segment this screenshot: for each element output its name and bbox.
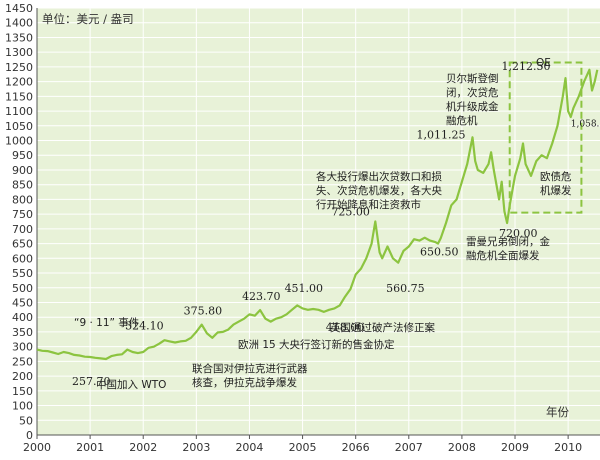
y-tick-label: 50	[19, 414, 33, 427]
annotation-line: 闭，次贷危	[446, 86, 499, 99]
point-value-label: 257.70	[72, 375, 111, 388]
annotation-line: 雷曼兄弟倒闭，金	[466, 235, 550, 248]
annotation-line: 各大投行爆出次贷数口和损	[316, 170, 442, 183]
annotation-line: 行开始降息和注资救市	[316, 198, 421, 211]
y-tick-label: 800	[12, 193, 33, 206]
y-tick-label: 750	[12, 208, 33, 221]
annotation-line: 融危机	[446, 114, 478, 127]
point-value-label: 418.00	[326, 321, 365, 334]
grid	[36, 7, 600, 436]
annotation-line: 核查，伊拉克战争爆发	[192, 376, 297, 389]
x-tick-label: 2005	[289, 441, 317, 454]
y-tick-label: 300	[12, 341, 33, 354]
y-tick-label: 350	[12, 326, 33, 339]
x-tick-label: 2004	[235, 441, 263, 454]
annotation-line: 贝尔斯登倒	[446, 72, 499, 85]
point-value-label: 1,212.50	[501, 60, 550, 73]
annotation-line: 欧洲 15 大央行签订新的售金协定	[238, 338, 395, 351]
y-tick-label: 900	[12, 164, 33, 177]
y-tick-label: 450	[12, 296, 33, 309]
point-labels: 257.70 324.10 375.80 423.70 451.00 418.00 725.…	[72, 60, 600, 388]
y-tick-label: 100	[12, 400, 33, 413]
y-tick-label: 1000	[5, 135, 33, 148]
x-tick-label: 2002	[129, 441, 157, 454]
annotation-line: “9 · 11” 事件	[74, 316, 139, 329]
y-tick-label: 1250	[5, 61, 33, 74]
y-tick-label: 150	[12, 385, 33, 398]
point-value-label: 375.80	[184, 304, 223, 317]
y-tick-label: 850	[12, 179, 33, 192]
y-tick-label: 550	[12, 267, 33, 280]
y-axis-unit-label: 单位：美元 / 盎司	[42, 12, 134, 26]
series-line	[36, 68, 599, 361]
y-tick-label: 1450	[5, 2, 33, 15]
x-axis-label: 年份	[546, 405, 569, 419]
axes	[36, 8, 600, 439]
x-tick-label: 2066	[342, 441, 370, 454]
x-tick-label: 2000	[23, 441, 51, 454]
y-tick-label: 1150	[5, 90, 33, 103]
annotation-line: 机爆发	[540, 184, 572, 197]
annotation-line: 中国加入 WTO	[96, 378, 166, 391]
annotation-line: 机升级成金	[446, 100, 499, 113]
y-tick-label: 1400	[5, 17, 33, 30]
annotation-line: 联合国对伊拉克进行武器	[192, 362, 308, 375]
tick-labels: 0501001502002503003504004505005506006507…	[5, 2, 582, 454]
point-value-label: 451.00	[285, 282, 324, 295]
point-value-label: 720.00	[499, 227, 538, 240]
point-value-label: 725.00	[331, 206, 370, 219]
y-tick-label: 1050	[5, 120, 33, 133]
x-tick-label: 2003	[182, 441, 210, 454]
point-value-label: 1,058.00	[571, 119, 600, 129]
annotation-line: 融危机全面爆发	[466, 249, 540, 262]
y-tick-label: 600	[12, 252, 33, 265]
y-tick-label: 0	[26, 429, 33, 442]
annotation-line: QE	[536, 57, 551, 69]
annotation-line: 欧债危	[540, 170, 572, 183]
x-tick-label: 2007	[395, 441, 423, 454]
annotation-line: 英国通过破产法修正案	[330, 321, 435, 334]
y-tick-label: 200	[12, 370, 33, 383]
y-tick-label: 1300	[5, 46, 33, 59]
y-tick-label: 250	[12, 355, 33, 368]
x-tick-label: 2009	[501, 441, 529, 454]
y-tick-label: 700	[12, 223, 33, 236]
y-tick-label: 1100	[5, 105, 33, 118]
y-tick-label: 1350	[5, 31, 33, 44]
y-tick-label: 500	[12, 282, 33, 295]
qe-box	[508, 61, 583, 214]
point-value-label: 650.50	[420, 246, 459, 259]
x-tick-label: 2010	[554, 441, 582, 454]
y-tick-label: 950	[12, 149, 33, 162]
y-tick-label: 650	[12, 238, 33, 251]
point-value-label: 1,011.25	[417, 128, 466, 141]
x-tick-label: 2008	[448, 441, 476, 454]
annotation-line: 失、次贷危机爆发，各大央	[316, 184, 442, 197]
y-tick-label: 400	[12, 311, 33, 324]
point-value-label: 324.10	[125, 320, 163, 333]
point-value-label: 560.75	[386, 282, 425, 295]
qe-dashed-box	[508, 61, 583, 214]
point-value-label: 423.70	[242, 290, 281, 303]
x-tick-label: 2001	[76, 441, 104, 454]
y-tick-label: 1200	[5, 76, 33, 89]
